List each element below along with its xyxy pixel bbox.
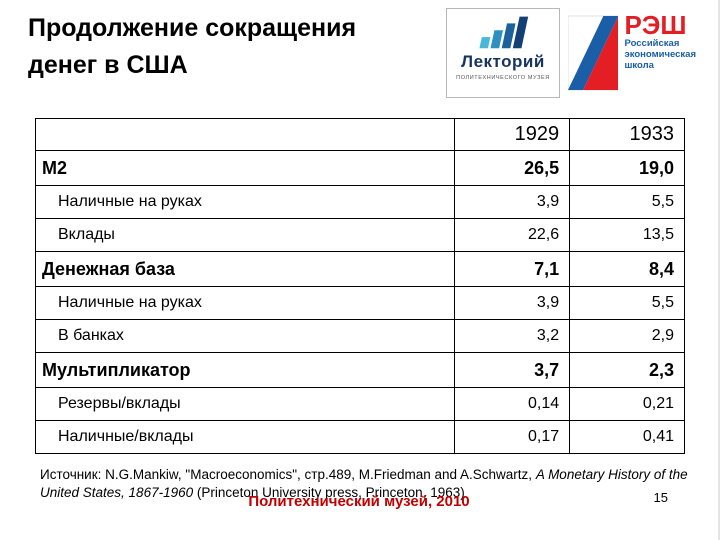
table-row-cash-deposits: Наличные/вклады 0,17 0,41 — [34, 420, 685, 454]
slide-title: Продолжение сокращения денег в США — [28, 10, 356, 84]
page-number: 15 — [653, 490, 668, 505]
footer-text: Политехнический музей, 2010 — [248, 493, 470, 510]
table-header-row: 1929 1933 — [34, 118, 685, 151]
table-row-cash-on-hand-2: Наличные на руках 3,9 5,5 — [34, 286, 685, 320]
nes-logo-text: РЭШ Российская экономическая школа — [624, 8, 696, 98]
money-contraction-table: 1929 1933 М2 26,5 19,0 Наличные на руках… — [34, 118, 685, 454]
table-row-monetary-base: Денежная база 7,1 8,4 — [34, 251, 685, 287]
source-text-normal2: (Princeton University press, Princeton, … — [193, 484, 465, 500]
nes-logo: РЭШ Российская экономическая школа — [568, 8, 696, 98]
logo-area: Лекторий ПОЛИТЕХНИЧЕСКОГО МУЗЕЯ РЭШ Росс… — [446, 8, 696, 98]
source-text-italic: A Monetary History of the United States,… — [40, 466, 688, 500]
slide-title-line1: Продолжение сокращения — [28, 14, 357, 42]
nes-logo-line2: экономическая — [624, 49, 696, 60]
source-text-normal1: Источник: N.G.Mankiw, "Macroeconomics", … — [40, 466, 536, 482]
table-row-cash-on-hand-1: Наличные на руках 3,9 5,5 — [34, 185, 685, 219]
lectorium-steps-icon — [479, 16, 529, 49]
lectorium-logo-name: Лекторий — [461, 52, 545, 71]
table-row-in-banks: В банках 3,2 2,9 — [34, 319, 685, 353]
table-header-empty-cell — [34, 118, 456, 151]
table-header-1933: 1933 — [569, 118, 685, 151]
nes-logo-line1: Российская — [624, 38, 680, 49]
lectorium-logo-subtitle: ПОЛИТЕХНИЧЕСКОГО МУЗЕЯ — [456, 75, 550, 81]
nes-logo-abbr: РЭШ — [624, 10, 687, 40]
table-row-reserves-deposits: Резервы/вклады 0,14 0,21 — [34, 387, 685, 421]
nes-logo-line3: школа — [624, 60, 654, 71]
table-row-multiplier: Мультипликатор 3,7 2,3 — [34, 352, 685, 388]
lectorium-logo: Лекторий ПОЛИТЕХНИЧЕСКОГО МУЗЕЯ — [446, 8, 560, 98]
table-row-m2: М2 26,5 19,0 — [34, 150, 685, 186]
nes-diagonal-flag-icon — [568, 15, 619, 91]
table-row-deposits: Вклады 22,6 13,5 — [34, 218, 685, 252]
table-header-1929: 1929 — [454, 118, 571, 151]
slide-title-line2: денег в США — [28, 51, 188, 79]
source-note: Источник: N.G.Mankiw, "Macroeconomics", … — [40, 466, 688, 502]
